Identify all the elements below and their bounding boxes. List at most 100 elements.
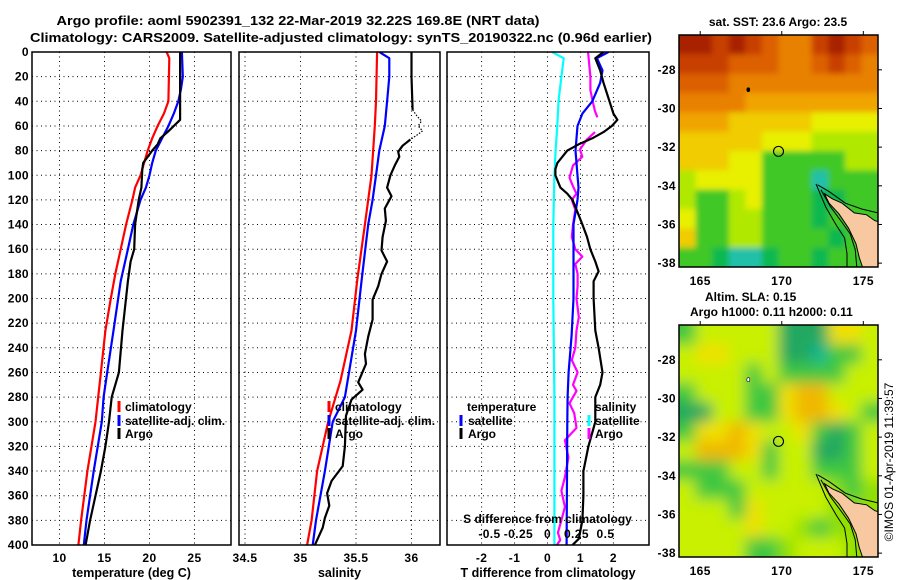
- map-cell: [844, 383, 863, 403]
- map-cell: [795, 537, 813, 557]
- map-cell: [861, 441, 878, 461]
- map-cell: [679, 189, 697, 210]
- map-cell: [844, 54, 863, 75]
- map-cell: [712, 441, 730, 461]
- map-cell: [695, 247, 713, 267]
- map-cell: [761, 518, 780, 539]
- map-cell: [712, 518, 730, 539]
- map-cell: [712, 247, 730, 267]
- map-cell: [695, 441, 713, 461]
- x-tick-label: 36: [404, 551, 418, 565]
- map-cell: [712, 499, 730, 519]
- y-tick-label: 280: [8, 390, 29, 404]
- map-cell: [761, 209, 780, 229]
- map-cell: [778, 112, 796, 133]
- map-title: Altim. SLA: 0.15: [705, 290, 797, 304]
- map-cell: [828, 93, 846, 113]
- difference-salinity-argo-line: [587, 52, 599, 118]
- x-tick-label: 0: [544, 551, 551, 565]
- map-cell: [861, 383, 878, 403]
- map-cell: [828, 421, 846, 442]
- map-cell: [679, 499, 697, 519]
- map-cell: [679, 441, 697, 461]
- map-cell: [795, 93, 813, 113]
- temperature-panel: 0 20 40 60 80 100 120 140 160 180 200 220 240 260 280 3…: [8, 45, 232, 580]
- map-cell: [728, 189, 746, 210]
- temperature-plot-frame: [31, 51, 232, 546]
- map-cell: [861, 189, 878, 210]
- map-cell: [679, 479, 697, 500]
- map-cell: [728, 537, 746, 557]
- map-cell: [795, 421, 813, 442]
- map-cell: [861, 479, 878, 500]
- map-cell: [795, 344, 813, 365]
- map-cell: [745, 189, 763, 210]
- sst-map: 165 170 175 -28 -30 -32 -34 -36 -38 sat. SST: 23.…: [657, 15, 882, 288]
- lat-tick-label: -28: [657, 63, 676, 77]
- map-cell: [795, 441, 813, 461]
- map-cell: [679, 518, 697, 539]
- map-cell: [811, 170, 829, 191]
- map-title: Argo h1000: 0.11 h2000: 0.11: [690, 305, 853, 319]
- legend-group-title: temperature: [467, 400, 537, 414]
- island-marker: [746, 87, 751, 93]
- lon-tick-label: 165: [690, 274, 711, 288]
- map-cell: [745, 344, 763, 365]
- y-tick-label: 400: [8, 538, 29, 552]
- map-cell: [712, 537, 730, 557]
- bathymetry-contour: [815, 473, 848, 557]
- lat-tick-label: -32: [657, 430, 676, 444]
- figure-title-line1: Argo profile: aoml 5902391_132 22-Mar-20…: [57, 13, 540, 28]
- map-cell: [828, 325, 846, 345]
- map-cell: [844, 344, 863, 365]
- map-cell: [795, 151, 813, 171]
- map-cell: [761, 189, 780, 210]
- y-tick-label: 120: [8, 193, 29, 207]
- map-cell: [728, 518, 746, 539]
- map-cell: [811, 247, 829, 267]
- map-cell: [761, 344, 780, 365]
- map-cell: [861, 325, 878, 345]
- lon-tick-label: 175: [853, 274, 874, 288]
- map-cell: [761, 73, 780, 94]
- map-cell: [745, 479, 763, 500]
- salinity-satellite-adj-clim-line: [311, 52, 391, 545]
- salinity-panel: 34.5 35 35.5 36 salinity climatologysatellite…: [233, 51, 441, 580]
- map-cell: [679, 151, 697, 171]
- map-cell: [679, 383, 697, 403]
- difference-plot-frame: [446, 51, 650, 546]
- map-cell: [728, 247, 746, 267]
- map-cell: [811, 131, 829, 152]
- map-cell: [712, 479, 730, 500]
- map-cell: [728, 460, 746, 481]
- map-cell: [828, 131, 846, 152]
- map-cell: [761, 441, 780, 461]
- lon-tick-label: 175: [853, 564, 874, 578]
- map-cell: [679, 93, 697, 113]
- map-cell: [728, 209, 746, 229]
- x-tick-label: 15: [97, 551, 111, 565]
- map-cell: [861, 54, 878, 75]
- map-cell: [712, 112, 730, 133]
- map-cell: [745, 54, 763, 75]
- map-cell: [778, 73, 796, 94]
- map-cell: [778, 344, 796, 365]
- map-cell: [695, 131, 713, 152]
- map-cell: [778, 325, 796, 345]
- bathymetry-contour: [817, 474, 878, 504]
- map-cell: [679, 460, 697, 481]
- map-cell: [795, 479, 813, 500]
- map-cell: [861, 35, 878, 55]
- lat-tick-label: -30: [657, 101, 676, 115]
- temperature-satellite-adj-clim-line: [82, 52, 184, 545]
- copyright-timestamp: ©IMOS 01-Apr-2019 11:39:57: [882, 382, 896, 541]
- map-cell: [778, 363, 796, 384]
- map-cell: [811, 54, 829, 75]
- map-cell: [761, 54, 780, 75]
- y-tick-label: 200: [8, 292, 29, 306]
- map-cell: [712, 189, 730, 210]
- legend-label: satellite-adj. clim.: [335, 414, 435, 428]
- map-cell: [679, 228, 697, 249]
- map-cell: [712, 421, 730, 442]
- argo-position-marker: [772, 435, 785, 447]
